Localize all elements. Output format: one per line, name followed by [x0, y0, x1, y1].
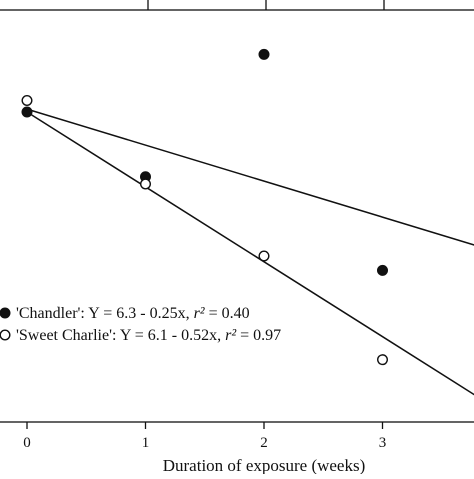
legend-entry: 'Chandler': Y = 6.3 - 0.25x, r² = 0.40: [16, 305, 250, 322]
data-point-filled: [258, 48, 270, 60]
legend-marker: [0, 329, 11, 341]
data-point-open: [377, 354, 389, 366]
x-tick-label: 3: [379, 435, 387, 451]
x-tick-label: 2: [260, 435, 268, 451]
data-point-filled: [377, 264, 389, 276]
x-tick-label: 1: [142, 435, 150, 451]
legend: 'Chandler': Y = 6.3 - 0.25x, r² = 0.40 'S…: [0, 305, 281, 344]
legend-marker: [0, 307, 11, 319]
plot-frame: [0, 0, 474, 423]
fit-line: [26, 111, 474, 396]
fit-line: [26, 108, 474, 246]
data-point-open: [21, 94, 33, 106]
data-point-open: [258, 250, 270, 262]
fit-lines: [26, 108, 474, 396]
data-point-open: [139, 178, 151, 190]
x-tick-label: 0: [23, 435, 31, 451]
x-axis-title: Duration of exposure (weeks): [163, 456, 366, 474]
data-point-filled: [21, 106, 33, 118]
data-points: [21, 48, 389, 366]
plot-border: [0, 9, 474, 423]
x-axis-ticks: 0 1 2 3: [23, 422, 386, 451]
legend-entry: 'Sweet Charlie': Y = 6.1 - 0.52x, r² = 0…: [16, 327, 281, 344]
